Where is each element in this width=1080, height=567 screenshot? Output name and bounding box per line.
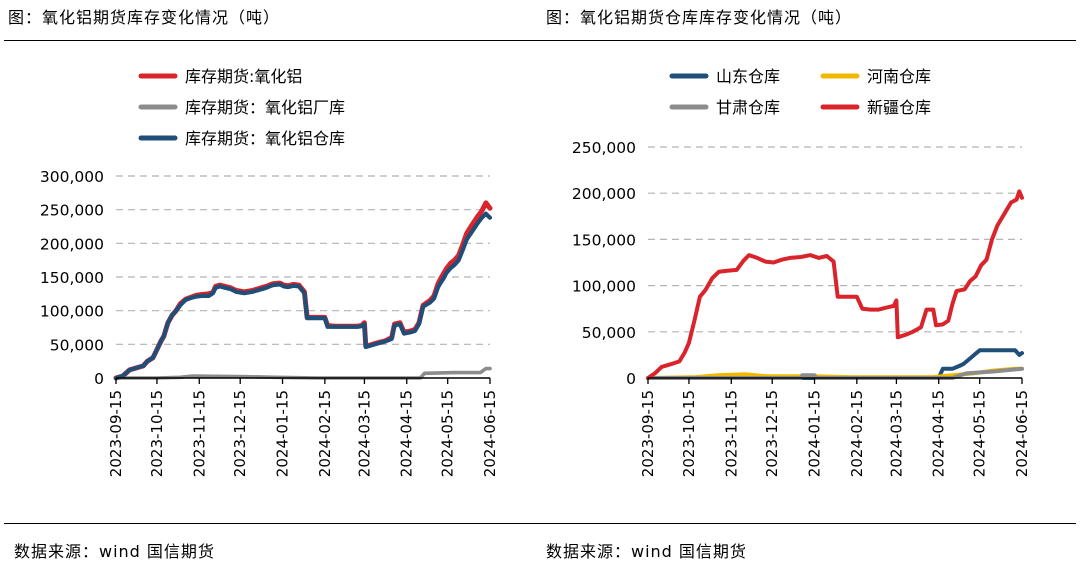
x-tick-label: 2024-06-15 [1013, 390, 1031, 477]
legend-label-2: 河南仓库 [867, 67, 931, 86]
y-tick-label: 100,000 [572, 278, 636, 296]
x-tick-label: 2023-12-15 [763, 390, 781, 477]
legend-label-3: 甘肃仓库 [716, 98, 780, 117]
x-tick-label: 2024-05-15 [971, 390, 989, 477]
y-tick-label: 100,000 [40, 303, 104, 321]
legend-label-1: 库存期货:氧化铝 [185, 67, 302, 86]
series-line-4 [646, 189, 1024, 380]
x-tick-label: 2024-06-15 [481, 390, 499, 477]
x-tick-label: 2023-12-15 [231, 390, 249, 477]
y-tick-label: 150,000 [40, 269, 104, 287]
x-tick-label: 2024-01-15 [806, 390, 824, 477]
right-data-source: 数据来源：wind 国信期货 [546, 542, 747, 561]
series-line-1 [646, 348, 1024, 380]
right-chart-caption: 图：氧化铝期货仓库库存变化情况（吨） [546, 8, 853, 27]
x-tick-label: 2024-04-15 [930, 390, 948, 477]
legend-label-2: 库存期货：氧化铝厂库 [185, 98, 345, 117]
x-tick-label: 2024-03-15 [355, 390, 373, 477]
legend-label-1: 山东仓库 [716, 67, 780, 86]
left-chart-caption: 图：氧化铝期货库存变化情况（吨） [8, 8, 281, 27]
y-tick-label: 50,000 [582, 324, 636, 342]
x-tick-label: 2024-04-15 [398, 390, 416, 477]
left-data-source: 数据来源：wind 国信期货 [14, 542, 215, 561]
x-tick-label: 2024-02-15 [316, 390, 334, 477]
y-tick-label: 200,000 [40, 235, 104, 253]
y-tick-label: 250,000 [572, 139, 636, 157]
x-tick-label: 2023-10-15 [148, 390, 166, 477]
series-line-3 [113, 211, 493, 381]
x-tick-label: 2024-03-15 [887, 390, 905, 477]
series-line-3 [646, 366, 1024, 380]
y-tick-label: 150,000 [572, 231, 636, 249]
y-tick-label: 50,000 [50, 336, 104, 354]
x-tick-label: 2024-01-15 [274, 390, 292, 477]
top-divider [4, 40, 1076, 41]
x-tick-label: 2023-11-15 [190, 390, 208, 477]
x-tick-label: 2023-10-15 [680, 390, 698, 477]
right-warehouse-chart: 0 50,000 100,000 150,000 200,000 250,000 2023-… [572, 67, 1031, 477]
y-tick-label: 0 [626, 370, 636, 388]
x-tick-label: 2023-11-15 [722, 390, 740, 477]
x-tick-label: 2023-09-15 [107, 390, 125, 477]
legend-label-3: 库存期货：氧化铝仓库 [185, 129, 345, 148]
y-tick-label: 300,000 [40, 168, 104, 186]
left-inventory-chart: 0 50,000 100,000 150,000 200,000 250,000 300,0… [40, 67, 499, 477]
x-tick-label: 2023-09-15 [639, 390, 657, 477]
bottom-divider [4, 523, 1076, 524]
x-tick-label: 2024-02-15 [848, 390, 866, 477]
y-tick-label: 200,000 [572, 185, 636, 203]
y-tick-label: 250,000 [40, 202, 104, 220]
x-tick-label: 2024-05-15 [439, 390, 457, 477]
legend-label-4: 新疆仓库 [867, 98, 931, 117]
y-tick-label: 0 [94, 370, 104, 388]
